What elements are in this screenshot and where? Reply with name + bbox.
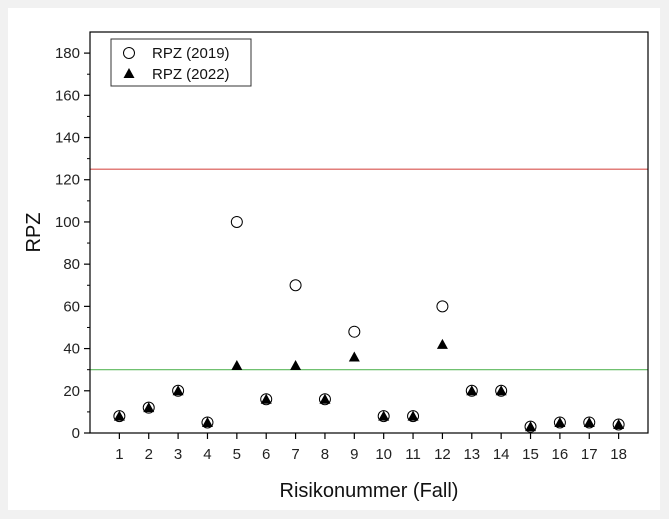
y-tick-label: 20 — [63, 383, 80, 400]
x-tick-label: 10 — [375, 446, 392, 463]
point-2022 — [583, 416, 595, 427]
legend-marker-circle — [123, 47, 135, 59]
point-2019 — [230, 215, 243, 228]
point-2022 — [613, 419, 625, 430]
y-tick-label: 60 — [63, 298, 80, 315]
legend-box — [110, 38, 252, 87]
point-2022 — [554, 416, 566, 427]
x-tick-label: 12 — [434, 446, 451, 463]
x-tick-label: 15 — [522, 446, 539, 463]
x-tick-label: 17 — [581, 446, 598, 463]
data-points — [113, 215, 625, 433]
y-tick-label: 180 — [55, 45, 80, 62]
y-tick-label: 120 — [55, 172, 80, 189]
point-2022 — [407, 410, 419, 421]
point-2022 — [319, 393, 331, 404]
x-tick-label: 4 — [203, 446, 211, 463]
y-tick-label: 140 — [55, 130, 80, 147]
x-tick-label: 13 — [463, 446, 480, 463]
y-tick-label: 0 — [72, 425, 80, 442]
x-tick-label: 16 — [552, 446, 569, 463]
x-axis-title: Risikonummer (Fall) — [280, 480, 459, 502]
y-tick-label: 100 — [55, 214, 80, 231]
point-2022 — [436, 338, 448, 349]
point-2022 — [290, 359, 302, 370]
point-2022 — [348, 351, 360, 362]
x-tick-label: 8 — [321, 446, 329, 463]
reference-lines — [90, 168, 648, 371]
x-tick-label: 5 — [233, 446, 241, 463]
legend-label-2022: RPZ (2022) — [152, 66, 230, 83]
scatter-chart: 1 2 3 4 5 6 7 8 9 10 11 12 13 14 15 16 17 18 020406080100… — [23, 31, 649, 502]
point-2019 — [436, 300, 449, 313]
point-2022 — [143, 402, 155, 413]
x-tick-label: 11 — [405, 446, 421, 463]
point-2022 — [525, 421, 537, 432]
x-tick-label: 18 — [610, 446, 627, 463]
x-axis-ticks: 1 2 3 4 5 6 7 8 9 10 11 12 13 14 15 16 17 18 — [115, 433, 627, 463]
x-tick-label: 6 — [262, 446, 270, 463]
x-tick-label: 9 — [350, 446, 358, 463]
y-tick-label: 160 — [55, 87, 80, 104]
point-2022 — [201, 416, 213, 427]
chart-panel: 1 2 3 4 5 6 7 8 9 10 11 12 13 14 15 16 17 18 0 20 40 60 80 100… — [8, 8, 660, 510]
plot-frame — [89, 31, 649, 434]
y-axis-title: RPZ — [23, 213, 45, 253]
point-2022 — [260, 393, 272, 404]
x-tick-label: 3 — [174, 446, 182, 463]
point-2022 — [113, 410, 125, 421]
point-2022 — [378, 410, 390, 421]
legend: RPZ (2019) RPZ (2022) — [110, 38, 252, 87]
x-tick-label: 7 — [291, 446, 299, 463]
y-tick-label: 40 — [63, 341, 80, 358]
point-2019 — [289, 279, 302, 292]
x-tick-label: 14 — [493, 446, 510, 463]
x-tick-label: 2 — [145, 446, 153, 463]
y-axis-ticks: 0 20 40 60 80 100 120 140 160 180 — [55, 45, 90, 442]
y-tick-label: 80 — [63, 256, 80, 273]
x-tick-label: 1 — [115, 446, 123, 463]
point-2022 — [172, 385, 184, 396]
point-2022 — [466, 385, 478, 396]
point-2022 — [495, 385, 507, 396]
point-2022 — [231, 359, 243, 370]
point-2019 — [348, 325, 361, 338]
legend-label-2019: RPZ (2019) — [152, 45, 230, 62]
legend-marker-triangle — [123, 68, 135, 78]
